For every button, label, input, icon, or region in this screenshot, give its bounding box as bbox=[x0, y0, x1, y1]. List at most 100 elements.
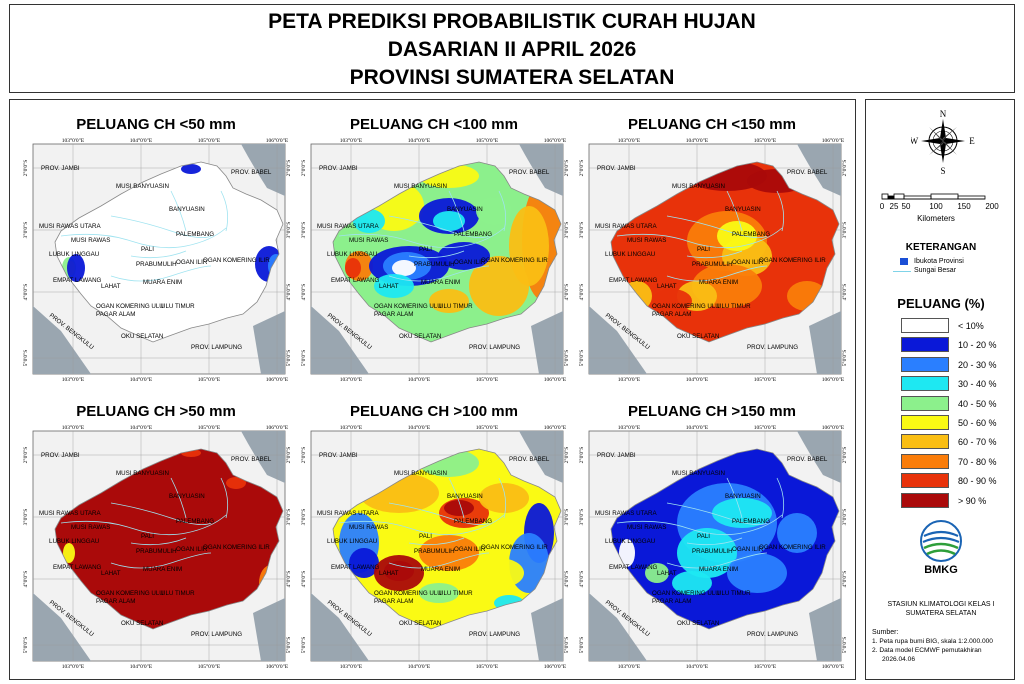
lon-tick: 106°0'0"E bbox=[822, 663, 845, 670]
place-label-musi-rawas: MUSI RAWAS bbox=[349, 237, 388, 244]
map-gt100: 103°0'0"E 103°0'0"E 104°0'0"E 104°0'0"E 105°… bbox=[300, 424, 569, 670]
place-label-uluk-timur: ULU TIMUR bbox=[161, 590, 195, 597]
graticule bbox=[33, 431, 285, 661]
lat-tick: 3°0'0"S bbox=[841, 509, 847, 526]
sea-area bbox=[33, 593, 91, 661]
lat-tick: 4°0'0"S bbox=[578, 571, 585, 588]
place-label-musi-rawas: MUSI RAWAS bbox=[71, 237, 110, 244]
province-border bbox=[332, 448, 562, 630]
lat-tick: 4°0'0"S bbox=[578, 284, 585, 301]
sea-area bbox=[519, 144, 563, 196]
lon-tick: 104°0'0"E bbox=[130, 137, 153, 144]
sea-area bbox=[797, 431, 841, 483]
probability-zone bbox=[345, 258, 361, 278]
place-label-musi-banyuasin: MUSI BANYUASIN bbox=[672, 470, 725, 477]
place-label-musi-banyuasin: MUSI BANYUASIN bbox=[394, 183, 447, 190]
probability-zone bbox=[181, 164, 201, 174]
probability-zone bbox=[727, 553, 787, 593]
place-label-prabumulih: PRABUMULIH bbox=[414, 261, 455, 268]
lon-tick: 106°0'0"E bbox=[822, 137, 845, 144]
lon-tick: 104°0'0"E bbox=[686, 424, 709, 431]
map-panel-lt100: PELUANG CH <100 mm 103°0'0"E 103°0'0"E 104… bbox=[299, 116, 569, 386]
lat-tick: 4°0'0"S bbox=[300, 571, 307, 588]
lat-tick: 2°0'0"S bbox=[563, 447, 569, 464]
place-label-oku-selatan: OKU SELATAN bbox=[677, 620, 719, 627]
place-label-lubuk-linggau: LUBUK LINGGAU bbox=[327, 251, 377, 258]
sumber-line: 1. Peta rupa bumi BIG, skala 1:2.000.000 bbox=[872, 638, 993, 645]
scale-tick: 0 bbox=[880, 202, 885, 211]
lon-tick: 105°0'0"E bbox=[198, 663, 221, 670]
probability-zone bbox=[226, 477, 246, 489]
lat-tick: 4°0'0"S bbox=[563, 571, 569, 588]
lon-tick: 104°0'0"E bbox=[130, 424, 153, 431]
lon-tick: 103°0'0"E bbox=[340, 376, 363, 383]
place-label-pagar-alam: PAGAR ALAM bbox=[652, 598, 691, 605]
place-label-banyuasin: BANYUASIN bbox=[725, 493, 761, 500]
place-label-musi-rawas: MUSI RAWAS bbox=[71, 524, 110, 531]
lon-tick: 103°0'0"E bbox=[62, 424, 85, 431]
lon-tick: 104°0'0"E bbox=[408, 663, 431, 670]
station-name: SUMATERA SELATAN bbox=[905, 610, 977, 617]
place-label-babel: PROV. BABEL bbox=[231, 169, 272, 176]
lat-tick: 3°0'0"S bbox=[563, 222, 569, 239]
place-label-musi-rawas-utara: MUSI RAWAS UTARA bbox=[39, 223, 102, 230]
map-title: PELUANG CH >100 mm bbox=[350, 403, 518, 420]
place-label-ogan-komering-ilir: OGAN KOMERING ILIR bbox=[203, 257, 270, 264]
lat-tick: 5°0'0"S bbox=[300, 637, 307, 654]
probability-zone bbox=[476, 197, 512, 225]
place-label-pali: PALI bbox=[419, 246, 432, 253]
peluang-class: 60 - 70 % bbox=[901, 434, 1011, 451]
compass-rose-icon: N S W E bbox=[911, 109, 975, 176]
lon-tick: 105°0'0"E bbox=[476, 376, 499, 383]
lat-tick: 3°0'0"S bbox=[300, 509, 307, 526]
lat-tick: 3°0'0"S bbox=[22, 222, 29, 239]
place-label-lampung: PROV. LAMPUNG bbox=[191, 631, 242, 638]
probability-zone bbox=[433, 211, 465, 231]
peluang-swatch bbox=[901, 356, 949, 372]
place-label-muara-enim: MUARA ENIM bbox=[421, 566, 460, 573]
place-label-ogan-ilir: OGAN ILIR bbox=[732, 546, 764, 553]
lon-tick: 106°0'0"E bbox=[822, 376, 845, 383]
sea-area bbox=[311, 306, 369, 374]
sumber-line: 2. Data model ECMWF pemutakhiran bbox=[872, 647, 982, 654]
province-border bbox=[610, 448, 840, 630]
lon-tick: 105°0'0"E bbox=[198, 376, 221, 383]
place-label-okut: OGAN KOMERING ULU bbox=[96, 303, 164, 310]
place-label-babel: PROV. BABEL bbox=[787, 169, 828, 176]
place-label-prabumulih: PRABUMULIH bbox=[692, 548, 733, 555]
lon-tick: 106°0'0"E bbox=[544, 663, 567, 670]
map-title: PELUANG CH <100 mm bbox=[350, 116, 518, 133]
province-border bbox=[54, 448, 284, 630]
place-label-pali: PALI bbox=[141, 246, 154, 253]
place-label-muara-enim: MUARA ENIM bbox=[699, 279, 738, 286]
place-label-babel: PROV. BABEL bbox=[787, 456, 828, 463]
place-label-pagar-alam: PAGAR ALAM bbox=[652, 311, 691, 318]
map-panel-lt150: PELUANG CH <150 mm 103°0'0"E 103°0'0"E 104… bbox=[577, 116, 847, 386]
lon-tick: 104°0'0"E bbox=[130, 376, 153, 383]
place-label-lampung: PROV. LAMPUNG bbox=[747, 631, 798, 638]
probability-zone bbox=[63, 543, 75, 563]
place-label-banyuasin: BANYUASIN bbox=[169, 493, 205, 500]
place-label-babel: PROV. BABEL bbox=[231, 456, 272, 463]
lat-tick: 4°0'0"S bbox=[285, 571, 291, 588]
peluang-label: > 90 % bbox=[958, 495, 987, 506]
province-border bbox=[54, 161, 284, 343]
place-label-musi-rawas: MUSI RAWAS bbox=[627, 524, 666, 531]
lat-tick: 2°0'0"S bbox=[285, 447, 291, 464]
place-label-lubuk-linggau: LUBUK LINGGAU bbox=[49, 251, 99, 258]
lat-tick: 2°0'0"S bbox=[563, 160, 569, 177]
lon-tick: 104°0'0"E bbox=[408, 376, 431, 383]
province-border bbox=[332, 161, 562, 343]
keterangan-item: Ibukota Provinsi bbox=[914, 258, 964, 265]
probability-zone bbox=[67, 254, 85, 282]
place-label-banyuasin: BANYUASIN bbox=[725, 206, 761, 213]
place-label-uluk-timur: ULU TIMUR bbox=[439, 303, 473, 310]
peluang-label: 30 - 40 % bbox=[958, 379, 997, 390]
map-panel-gt100: PELUANG CH >100 mm 103°0'0"E 103°0'0"E 104… bbox=[299, 403, 569, 673]
scale-tick: 100 bbox=[929, 202, 943, 211]
place-label-lubuk-linggau: LUBUK LINGGAU bbox=[605, 538, 655, 545]
probability-zone bbox=[652, 289, 692, 313]
lon-tick: 103°0'0"E bbox=[62, 137, 85, 144]
lon-tick: 105°0'0"E bbox=[198, 137, 221, 144]
place-label-musi-banyuasin: MUSI BANYUASIN bbox=[116, 470, 169, 477]
